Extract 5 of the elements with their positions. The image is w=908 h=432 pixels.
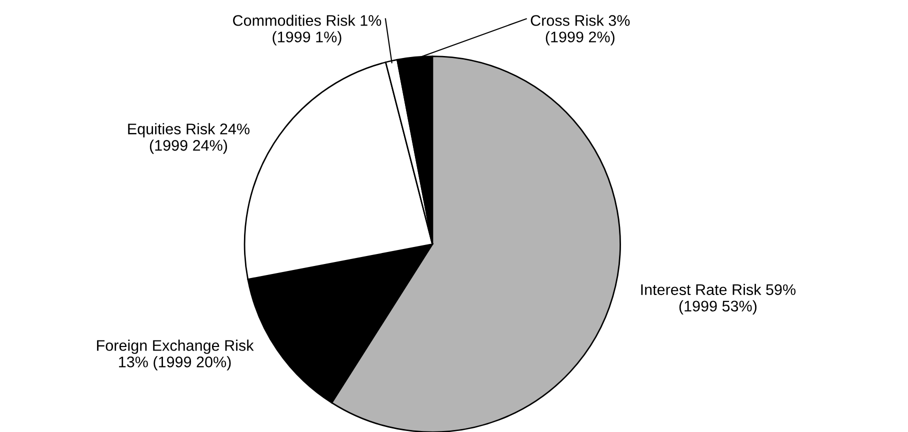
slice-label: Commodities Risk 1% (1999 1%) [233,14,382,46]
slice-label: Foreign Exchange Risk 13% (1999 20%) [97,340,254,370]
slice-label: Equities Risk 24% (1999 24%) [128,123,250,154]
slice-label: Interest Rate Risk 59% (1999 53%) [641,284,796,315]
slice-label: Cross Risk 3% (1999 2%) [530,14,630,46]
